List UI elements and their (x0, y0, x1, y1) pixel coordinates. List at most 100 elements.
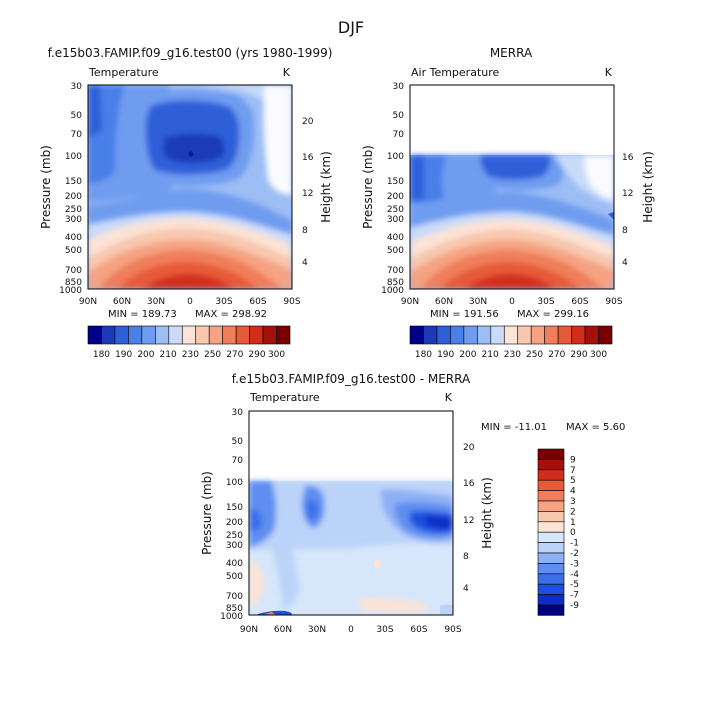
colorbar-cell (537, 511, 565, 523)
x-tick-label: 60S (571, 297, 588, 307)
panel-unit: K (283, 66, 291, 79)
y-tick-label: 50 (71, 111, 83, 121)
y-tick-label: 200 (65, 192, 82, 202)
colorbar-cell (537, 563, 565, 575)
min-label: MIN = -11.01 (481, 422, 547, 433)
colorbar-label: 210 (482, 350, 499, 360)
colorbar-label: 9 (570, 455, 576, 465)
panel-merra: MERRA Air Temperature K (361, 46, 655, 320)
colorbar-label: 300 (268, 350, 285, 360)
plot-frame (248, 410, 454, 616)
x-tick-label: 60N (274, 625, 292, 635)
height-tick-label: 16 (302, 153, 314, 163)
y-tick-label: 400 (226, 559, 243, 569)
colorbar-label: 210 (160, 350, 177, 360)
colorbar-label: 230 (182, 350, 199, 360)
y-tick-label: 200 (226, 518, 243, 528)
x-tick-label: 60S (410, 625, 427, 635)
colorbar-label: 3 (570, 497, 576, 507)
colorbar-label: -5 (570, 580, 579, 590)
y-tick-label: 500 (387, 246, 404, 256)
x-tick-label: 60N (113, 297, 131, 307)
y-tick-label: 150 (65, 177, 82, 187)
colorbar-label: 300 (590, 350, 607, 360)
panel-model: f.e15b03.FAMIP.f09_g16.test00 (yrs 1980-… (39, 46, 333, 320)
colorbar-cell (537, 490, 565, 502)
colorbar-cell (155, 325, 170, 345)
height-tick-label: 8 (622, 226, 628, 236)
colorbar-cell (537, 521, 565, 533)
colorbar-cell (537, 531, 565, 543)
x-tick-label: 30S (376, 625, 393, 635)
colorbar-label: 250 (526, 350, 543, 360)
colorbar-cell (436, 325, 451, 345)
y-axis-label: Pressure (mb) (361, 145, 375, 229)
colorbar-cell (141, 325, 156, 345)
y-tick-label: 150 (387, 177, 404, 187)
colorbar-cell (168, 325, 183, 345)
x-tick-label: 30N (308, 625, 326, 635)
colorbar-label: 290 (570, 350, 587, 360)
colorbar-cell (571, 325, 586, 345)
height-tick-label: 20 (463, 443, 475, 453)
colorbar-label: 190 (115, 350, 132, 360)
x-tick-label: 30N (469, 297, 487, 307)
x-tick-label: 90N (401, 297, 419, 307)
colorbar-merra: 180 190 200 210 230 250 270 290 300 (409, 325, 613, 360)
y-axis-label: Pressure (mb) (39, 145, 53, 229)
colorbar-cell (537, 552, 565, 564)
colorbar-label: 290 (248, 350, 265, 360)
y-tick-label: 700 (65, 266, 82, 276)
y-tick-label: 30 (71, 82, 83, 92)
x-tick-label: 30N (147, 297, 165, 307)
height-tick-label: 16 (463, 479, 475, 489)
height-tick-label: 20 (302, 117, 314, 127)
x-tick-label: 90N (79, 297, 97, 307)
colorbar-cell (537, 469, 565, 481)
colorbar-label: 250 (204, 350, 221, 360)
colorbar-label: 200 (459, 350, 476, 360)
colorbar-label: -7 (570, 591, 579, 601)
colorbar-cell (503, 325, 519, 345)
contour-fill (249, 481, 453, 615)
y-tick-label: 250 (387, 205, 404, 215)
colorbar-label: 200 (137, 350, 154, 360)
min-label: MIN = 189.73 (108, 309, 177, 320)
y-tick-label: 70 (232, 456, 244, 466)
panel-title: MERRA (490, 46, 533, 60)
colorbar-cell (537, 459, 565, 471)
height-tick-label: 8 (463, 552, 469, 562)
colorbar-cell (598, 325, 613, 345)
colorbar-cell (181, 325, 197, 345)
colorbar-cell (537, 542, 565, 554)
colorbar-label: -3 (570, 559, 579, 569)
x-tick-label: 0 (348, 625, 354, 635)
panel-title: f.e15b03.FAMIP.f09_g16.test00 - MERRA (232, 372, 471, 386)
y-axis-right-label: Height (km) (319, 151, 333, 222)
y-tick-label: 850 (387, 278, 404, 288)
colorbar-cell (537, 583, 565, 595)
colorbar-cell (530, 325, 545, 345)
colorbar-cell (409, 325, 424, 345)
y-axis-right-label: Height (km) (480, 477, 494, 548)
y-tick-label: 1000 (59, 286, 82, 296)
y-tick-label: 100 (226, 478, 243, 488)
colorbar-cell (101, 325, 116, 345)
max-label: MAX = 5.60 (566, 422, 625, 433)
figure-title: DJF (338, 18, 364, 37)
x-tick-label: 90S (444, 625, 461, 635)
colorbar-label: 7 (570, 466, 576, 476)
x-tick-label: 60N (435, 297, 453, 307)
colorbar-label: -2 (570, 549, 579, 559)
y-tick-label: 1000 (220, 612, 243, 622)
plot-frame (87, 84, 293, 290)
y-tick-label: 100 (387, 152, 404, 162)
panel-unit: K (445, 391, 453, 404)
colorbar-cell (557, 325, 572, 345)
colorbar-cell (276, 325, 291, 345)
colorbar-label: 5 (570, 476, 576, 486)
contour-fill (88, 85, 292, 289)
y-tick-label: 850 (65, 278, 82, 288)
colorbar-cell (537, 594, 565, 606)
